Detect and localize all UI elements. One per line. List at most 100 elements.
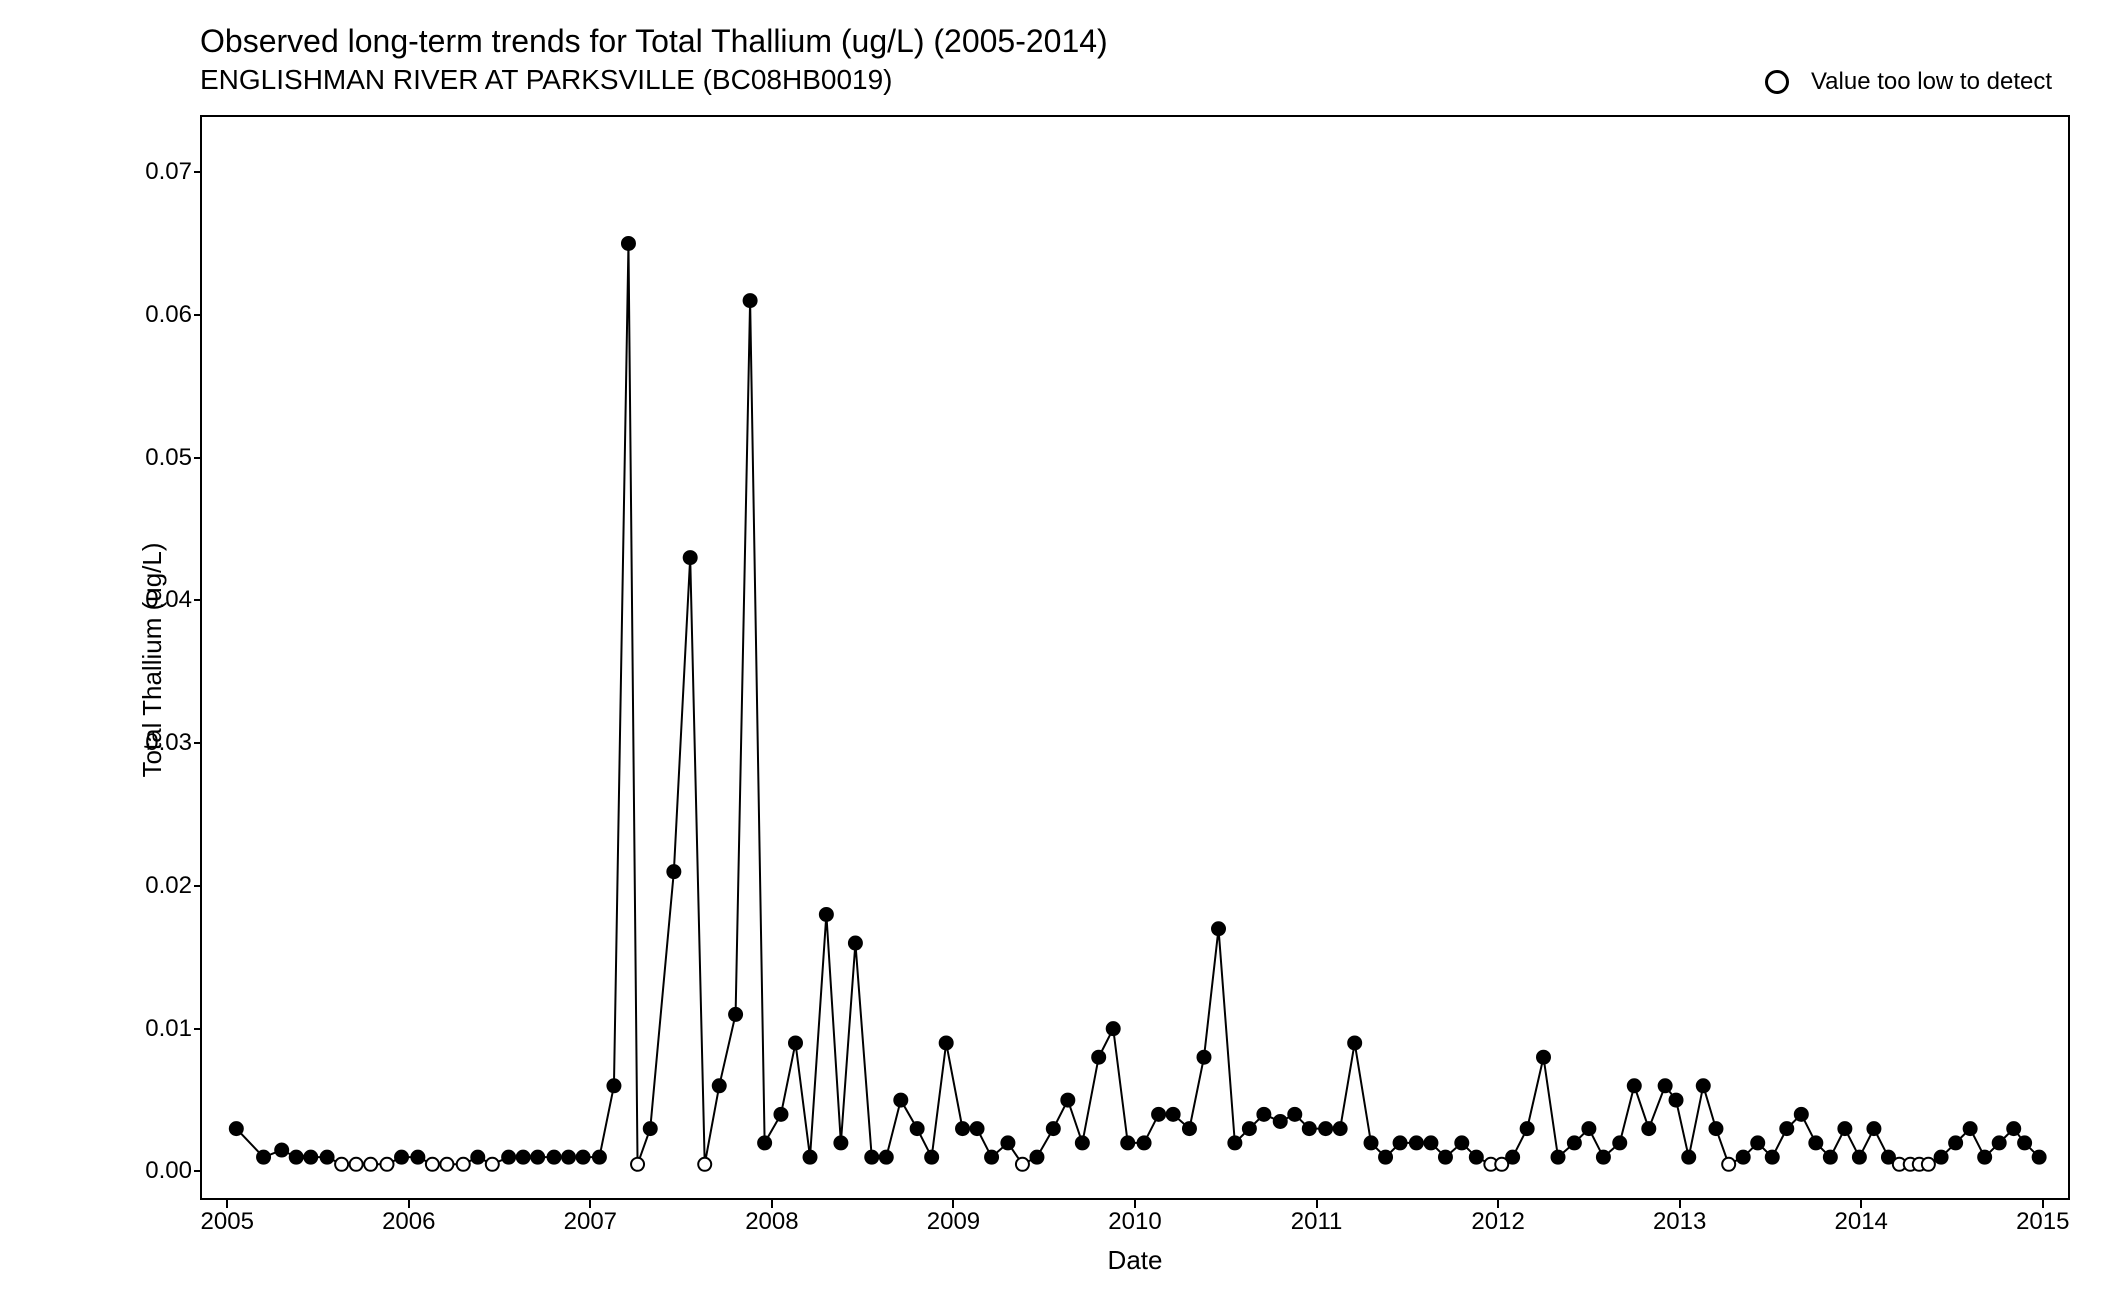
data-point (290, 1151, 303, 1164)
data-point (1076, 1136, 1089, 1149)
data-point (1613, 1136, 1626, 1149)
data-point (971, 1122, 984, 1135)
data-point (1138, 1136, 1151, 1149)
data-point (548, 1151, 561, 1164)
y-tick-mark (194, 1170, 202, 1172)
data-point-undetected (1922, 1158, 1935, 1171)
data-point (865, 1151, 878, 1164)
data-point (1838, 1122, 1851, 1135)
data-point (1047, 1122, 1060, 1135)
data-point (1582, 1122, 1595, 1135)
data-point-undetected (335, 1158, 348, 1171)
data-point (744, 294, 757, 307)
data-point (1092, 1051, 1105, 1064)
y-tick-label: 0.00 (72, 1157, 192, 1185)
data-point (1061, 1094, 1074, 1107)
data-point (1183, 1122, 1196, 1135)
x-tick-label: 2011 (1291, 1208, 1343, 1236)
data-point (1628, 1079, 1641, 1092)
data-point (562, 1151, 575, 1164)
data-point (925, 1151, 938, 1164)
legend-marker-undetected (1765, 70, 1789, 94)
data-point (1682, 1151, 1695, 1164)
y-tick-label: 0.01 (72, 1015, 192, 1043)
x-tick-label: 2010 (1108, 1208, 1161, 1236)
data-point (758, 1136, 771, 1149)
y-tick-label: 0.05 (72, 444, 192, 472)
data-point (531, 1151, 544, 1164)
data-point-undetected (1016, 1158, 1029, 1171)
x-tick-mark (1679, 1200, 1681, 1208)
data-point (1737, 1151, 1750, 1164)
x-tick-mark (952, 1200, 954, 1208)
data-point (789, 1036, 802, 1049)
data-point (1394, 1136, 1407, 1149)
data-point (577, 1151, 590, 1164)
data-point (1935, 1151, 1948, 1164)
data-point (1319, 1122, 1332, 1135)
x-tick-label: 2015 (2016, 1208, 2069, 1236)
y-tick-label: 0.07 (72, 158, 192, 186)
x-tick-label: 2009 (927, 1208, 980, 1236)
data-point (1107, 1022, 1120, 1035)
x-tick-mark (771, 1200, 773, 1208)
x-tick-mark (1316, 1200, 1318, 1208)
x-tick-mark (1134, 1200, 1136, 1208)
y-tick-label: 0.02 (72, 872, 192, 900)
data-point (956, 1122, 969, 1135)
data-point (1506, 1151, 1519, 1164)
data-point (1243, 1122, 1256, 1135)
data-point (1521, 1122, 1534, 1135)
legend: Value too low to detect (1765, 68, 2052, 96)
data-point (1410, 1136, 1423, 1149)
data-point-undetected (457, 1158, 470, 1171)
data-point (1709, 1122, 1722, 1135)
data-point (517, 1151, 530, 1164)
data-point-undetected (631, 1158, 644, 1171)
data-point (1780, 1122, 1793, 1135)
data-point (1993, 1136, 2006, 1149)
y-tick-mark (194, 885, 202, 887)
data-point (1597, 1151, 1610, 1164)
y-tick-mark (194, 742, 202, 744)
data-point (321, 1151, 334, 1164)
data-point (1152, 1108, 1165, 1121)
data-point (1030, 1151, 1043, 1164)
data-point-undetected (350, 1158, 363, 1171)
x-tick-label: 2006 (382, 1208, 435, 1236)
data-point (2033, 1151, 2046, 1164)
series-svg (200, 115, 2070, 1200)
data-point (1274, 1115, 1287, 1128)
y-tick-label: 0.06 (72, 301, 192, 329)
data-point-undetected (426, 1158, 439, 1171)
data-point (1568, 1136, 1581, 1149)
data-point (880, 1151, 893, 1164)
data-point (1228, 1136, 1241, 1149)
data-point (304, 1151, 317, 1164)
data-point (684, 551, 697, 564)
data-point (834, 1136, 847, 1149)
data-point (1303, 1122, 1316, 1135)
y-tick-mark (194, 457, 202, 459)
x-tick-mark (226, 1200, 228, 1208)
data-point-undetected (698, 1158, 711, 1171)
x-tick-label: 2007 (564, 1208, 617, 1236)
data-point (1795, 1108, 1808, 1121)
x-tick-mark (408, 1200, 410, 1208)
data-point (1348, 1036, 1361, 1049)
x-tick-label: 2012 (1471, 1208, 1524, 1236)
data-point (911, 1122, 924, 1135)
data-point (1001, 1136, 1014, 1149)
data-point (1867, 1122, 1880, 1135)
data-point (2007, 1122, 2020, 1135)
data-point (1766, 1151, 1779, 1164)
data-point (230, 1122, 243, 1135)
chart-subtitle: ENGLISHMAN RIVER AT PARKSVILLE (BC08HB00… (200, 64, 892, 96)
data-point (1751, 1136, 1764, 1149)
data-point-undetected (440, 1158, 453, 1171)
data-point (820, 908, 833, 921)
data-point (2018, 1136, 2031, 1149)
data-point (1379, 1151, 1392, 1164)
data-point (1537, 1051, 1550, 1064)
data-point-undetected (381, 1158, 394, 1171)
